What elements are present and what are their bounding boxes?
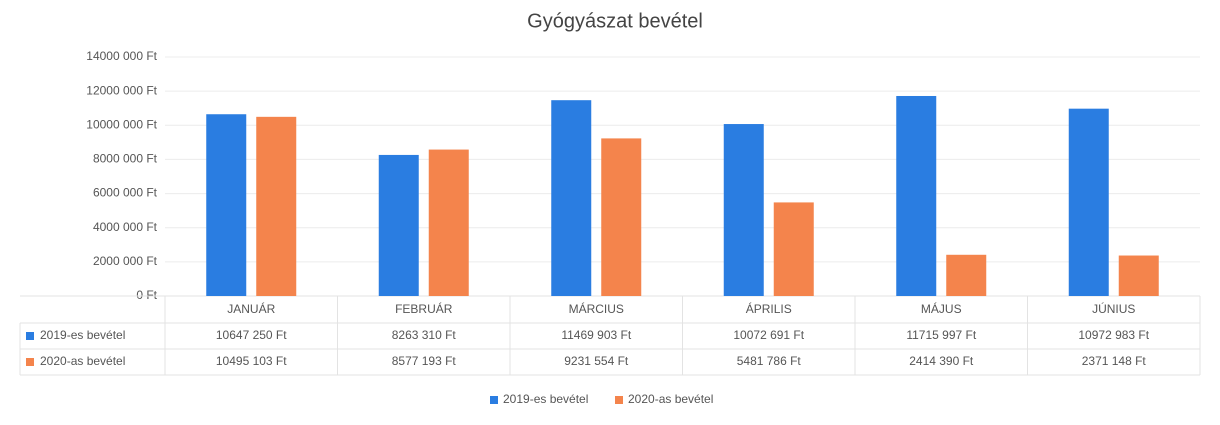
x-tick-label: FEBRUÁR xyxy=(395,301,453,316)
table-value: 10647 250 Ft xyxy=(216,328,287,342)
x-tick-label: JÚNIUS xyxy=(1092,301,1135,316)
x-tick-label: JANUÁR xyxy=(227,301,275,316)
x-tick-label: MÁRCIUS xyxy=(569,301,624,316)
bar xyxy=(1068,108,1109,296)
x-tick-label: MÁJUS xyxy=(921,301,962,316)
bar xyxy=(551,100,592,296)
y-tick-label: 8000 000 Ft xyxy=(93,152,158,166)
y-tick-label: 2000 000 Ft xyxy=(93,254,158,268)
table-value: 8577 193 Ft xyxy=(392,354,457,368)
table-series-name: 2020-as bevétel xyxy=(40,354,125,368)
bar xyxy=(206,114,247,296)
bar xyxy=(773,202,814,296)
y-tick-label: 10000 000 Ft xyxy=(86,117,157,131)
x-tick-label: ÁPRILIS xyxy=(746,301,792,316)
bar xyxy=(428,149,469,296)
legend-label: 2020-as bevétel xyxy=(628,392,713,406)
table-value: 8263 310 Ft xyxy=(392,328,457,342)
chart-title: Gyógyászat bevétel xyxy=(527,10,703,32)
y-tick-label: 6000 000 Ft xyxy=(93,186,158,200)
table-value: 9231 554 Ft xyxy=(564,354,629,368)
y-tick-label: 12000 000 Ft xyxy=(86,83,157,97)
table-key xyxy=(26,358,34,366)
bar xyxy=(256,116,297,297)
bar xyxy=(723,124,764,297)
y-tick-label: 4000 000 Ft xyxy=(93,220,158,234)
bar xyxy=(601,138,642,296)
bar xyxy=(946,254,987,296)
y-tick-label: 14000 000 Ft xyxy=(86,49,157,63)
legend-key xyxy=(490,396,498,404)
table-value: 2371 148 Ft xyxy=(1082,354,1147,368)
legend-key xyxy=(615,396,623,404)
table-value: 10972 983 Ft xyxy=(1078,328,1149,342)
bar xyxy=(896,95,937,296)
table-value: 10495 103 Ft xyxy=(216,354,287,368)
table-value: 11715 997 Ft xyxy=(906,328,976,342)
table-value: 10072 691 Ft xyxy=(733,328,804,342)
table-series-name: 2019-es bevétel xyxy=(40,328,125,342)
y-tick-label: 0 Ft xyxy=(136,288,157,302)
table-value: 11469 903 Ft xyxy=(561,328,631,342)
table-value: 2414 390 Ft xyxy=(909,354,974,368)
legend-label: 2019-es bevétel xyxy=(503,392,588,406)
bar xyxy=(378,154,419,296)
table-value: 5481 786 Ft xyxy=(737,354,802,368)
table-key xyxy=(26,332,34,340)
bar xyxy=(1118,255,1159,296)
